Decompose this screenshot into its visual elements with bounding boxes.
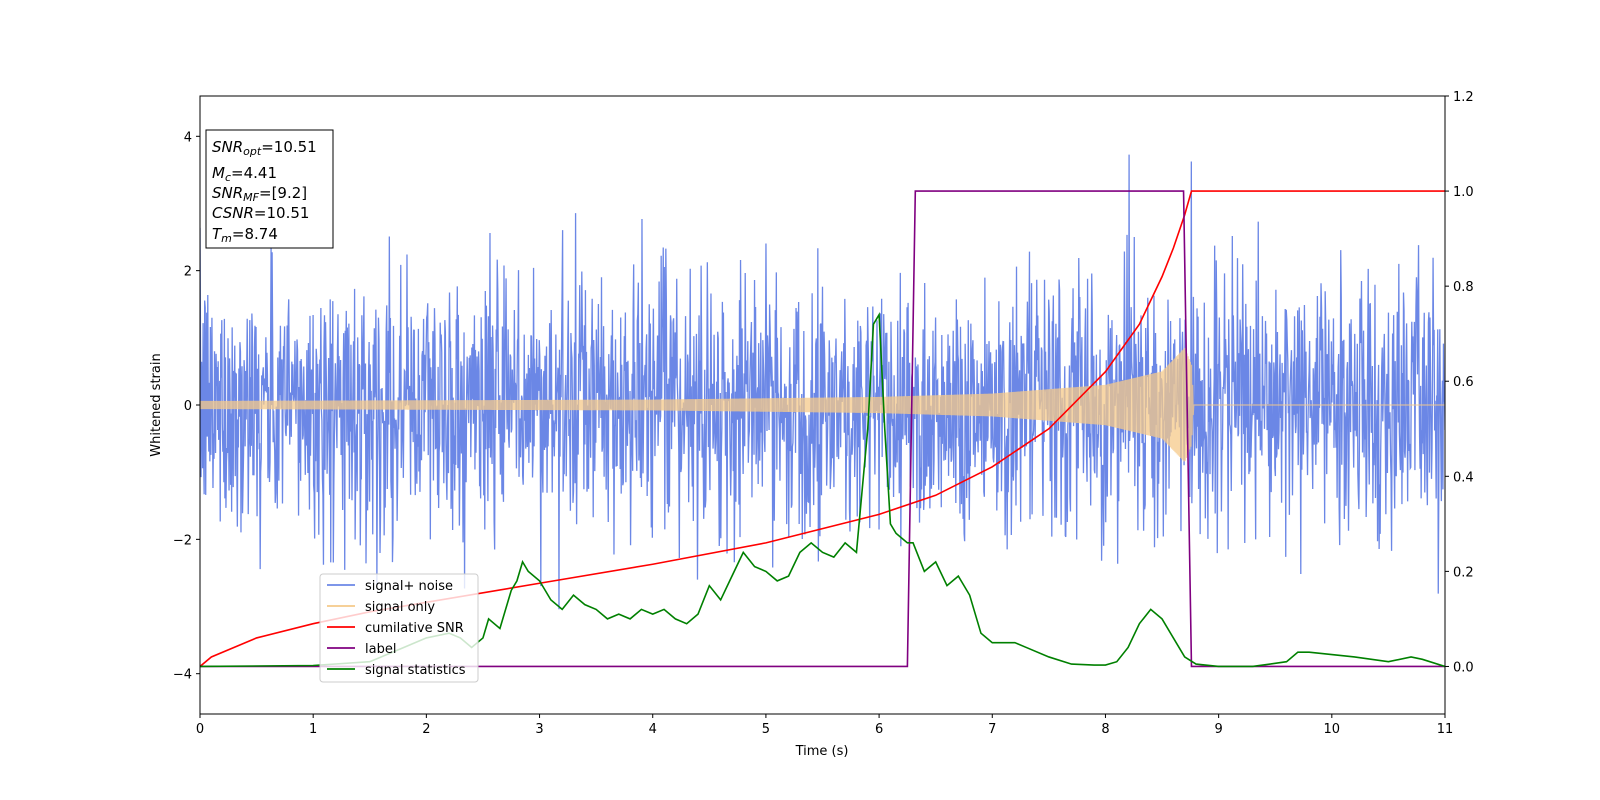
x-tick-label: 4 <box>649 722 657 737</box>
x-tick-label: 5 <box>762 722 770 737</box>
legend-label: label <box>365 642 396 657</box>
series-signal-noise <box>200 154 1445 610</box>
x-axis-label: Time (s) <box>795 744 849 759</box>
y-tick-label: −2 <box>173 533 192 548</box>
info-tm: Tm=8.74 <box>212 225 278 245</box>
y-tick-label: 2 <box>184 265 192 280</box>
legend: signal+ noise signal only cumilative SNR la… <box>319 573 479 683</box>
series-signal-only <box>200 347 1445 462</box>
info-mc: Mc=4.41 <box>212 164 277 184</box>
y-axis-label: Whitened strain <box>149 353 164 456</box>
x-tick-label: 10 <box>1324 722 1341 737</box>
x-axis: 0 1 2 3 4 5 6 7 8 9 10 11 <box>196 714 1453 737</box>
x-tick-label: 0 <box>196 722 204 737</box>
legend-label: signal statistics <box>365 663 466 678</box>
y-right-tick-label: 1.2 <box>1453 90 1474 105</box>
x-tick-label: 11 <box>1437 722 1454 737</box>
y-tick-label: 0 <box>184 399 192 414</box>
y-right-tick-label: 0.2 <box>1453 565 1474 580</box>
x-tick-label: 6 <box>875 722 883 737</box>
y-tick-label: −4 <box>173 668 192 683</box>
y-tick-label: 4 <box>184 130 192 145</box>
x-tick-label: 3 <box>535 722 543 737</box>
legend-label: signal+ noise <box>365 579 453 594</box>
y-right-tick-label: 0.6 <box>1453 375 1474 390</box>
y-right-tick-label: 0.0 <box>1453 660 1474 675</box>
x-tick-label: 7 <box>988 722 996 737</box>
x-tick-label: 1 <box>309 722 317 737</box>
legend-label: signal only <box>365 600 435 615</box>
y-right-tick-label: 1.0 <box>1453 185 1474 200</box>
y-right-tick-label: 0.4 <box>1453 470 1474 485</box>
x-tick-label: 8 <box>1101 722 1109 737</box>
series-signal-statistics <box>200 311 1445 668</box>
y-axis-right: 0.0 0.2 0.4 0.6 0.8 1.0 1.2 <box>1445 90 1474 675</box>
y-axis-left: −4 −2 0 2 4 <box>173 130 200 683</box>
info-snr-mf: SNRMF=[9.2] <box>212 184 307 204</box>
info-csnr: CSNR=10.51 <box>212 204 309 222</box>
x-tick-label: 2 <box>422 722 430 737</box>
legend-label: cumilative SNR <box>365 621 464 636</box>
info-box: SNRopt=10.51 Mc=4.41 SNRMF=[9.2] CSNR=10… <box>205 129 334 249</box>
x-tick-label: 9 <box>1214 722 1222 737</box>
y-right-tick-label: 0.8 <box>1453 280 1474 295</box>
info-snr-opt: SNRopt=10.51 <box>212 138 317 158</box>
